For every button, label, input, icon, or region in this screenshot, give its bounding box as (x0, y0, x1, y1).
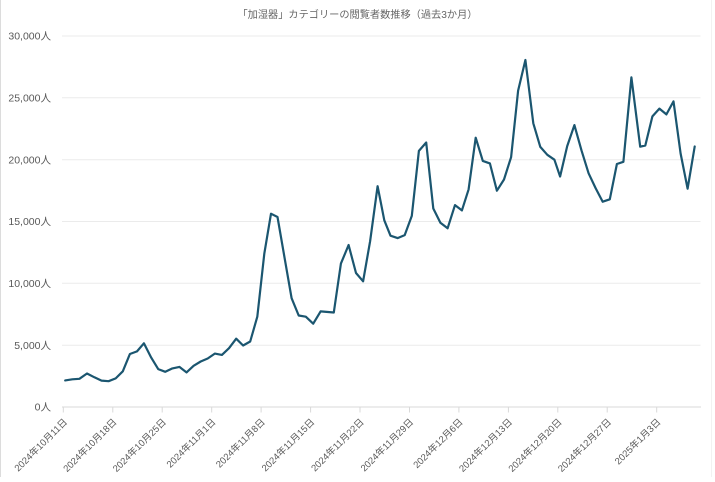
svg-text:25,000人: 25,000人 (8, 93, 51, 105)
svg-text:30,000人: 30,000人 (8, 31, 51, 43)
svg-text:「加湿器」カテゴリーの閲覧者数推移（過去3か月）: 「加湿器」カテゴリーの閲覧者数推移（過去3か月） (238, 8, 478, 21)
svg-text:0人: 0人 (35, 402, 52, 414)
svg-text:5,000人: 5,000人 (14, 340, 51, 352)
svg-text:10,000人: 10,000人 (8, 278, 51, 290)
svg-text:15,000人: 15,000人 (8, 216, 51, 228)
svg-text:20,000人: 20,000人 (8, 154, 51, 166)
